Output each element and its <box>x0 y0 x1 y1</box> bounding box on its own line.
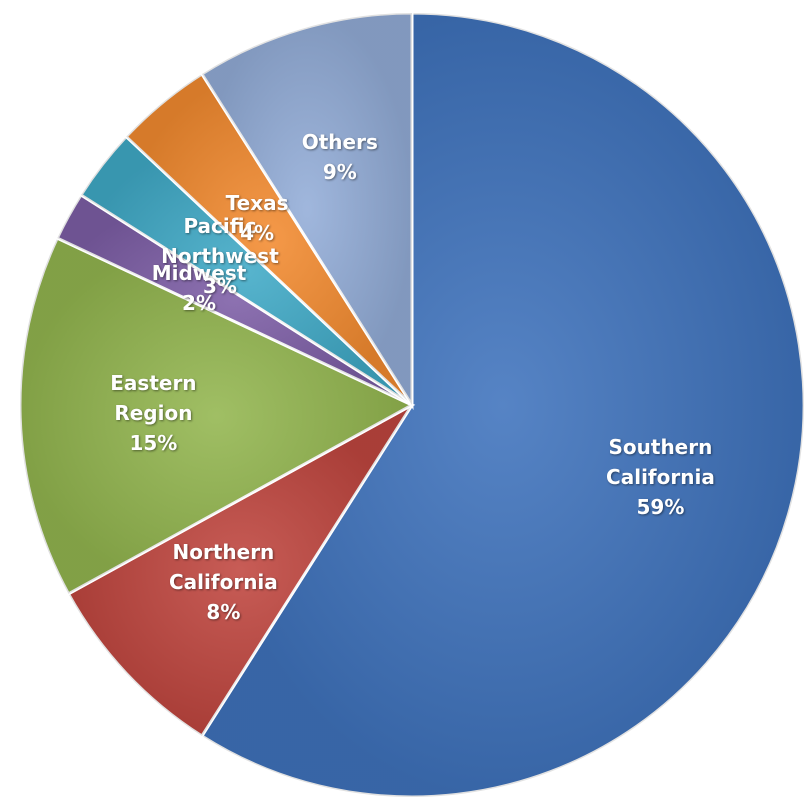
value-label: 9% <box>322 159 357 184</box>
slice-label: Pacific Northwest 3% <box>160 211 280 301</box>
slice-label: Eastern Region 15% <box>78 368 228 458</box>
category-label: Pacific Northwest <box>161 214 279 269</box>
value-label: 15% <box>129 431 178 456</box>
slice-label: Others 9% <box>265 127 415 187</box>
value-label: 59% <box>636 495 685 520</box>
slice-label: Northern California 8% <box>148 537 298 627</box>
category-label: Texas <box>225 190 289 215</box>
slice-label: Midwest 2% <box>139 258 259 318</box>
category-label: Midwest <box>151 260 247 285</box>
slice-label: Texas 4% <box>197 188 317 248</box>
category-label: Eastern Region <box>110 371 197 426</box>
value-label: 3% <box>202 274 237 299</box>
slice-label: Southern California 59% <box>585 432 735 522</box>
value-label: 2% <box>182 290 216 315</box>
category-label: Others <box>301 129 378 154</box>
value-label: 8% <box>206 600 241 625</box>
value-label: 4% <box>240 220 275 245</box>
category-label: Northern California <box>169 540 278 595</box>
category-label: Southern California <box>606 435 715 490</box>
